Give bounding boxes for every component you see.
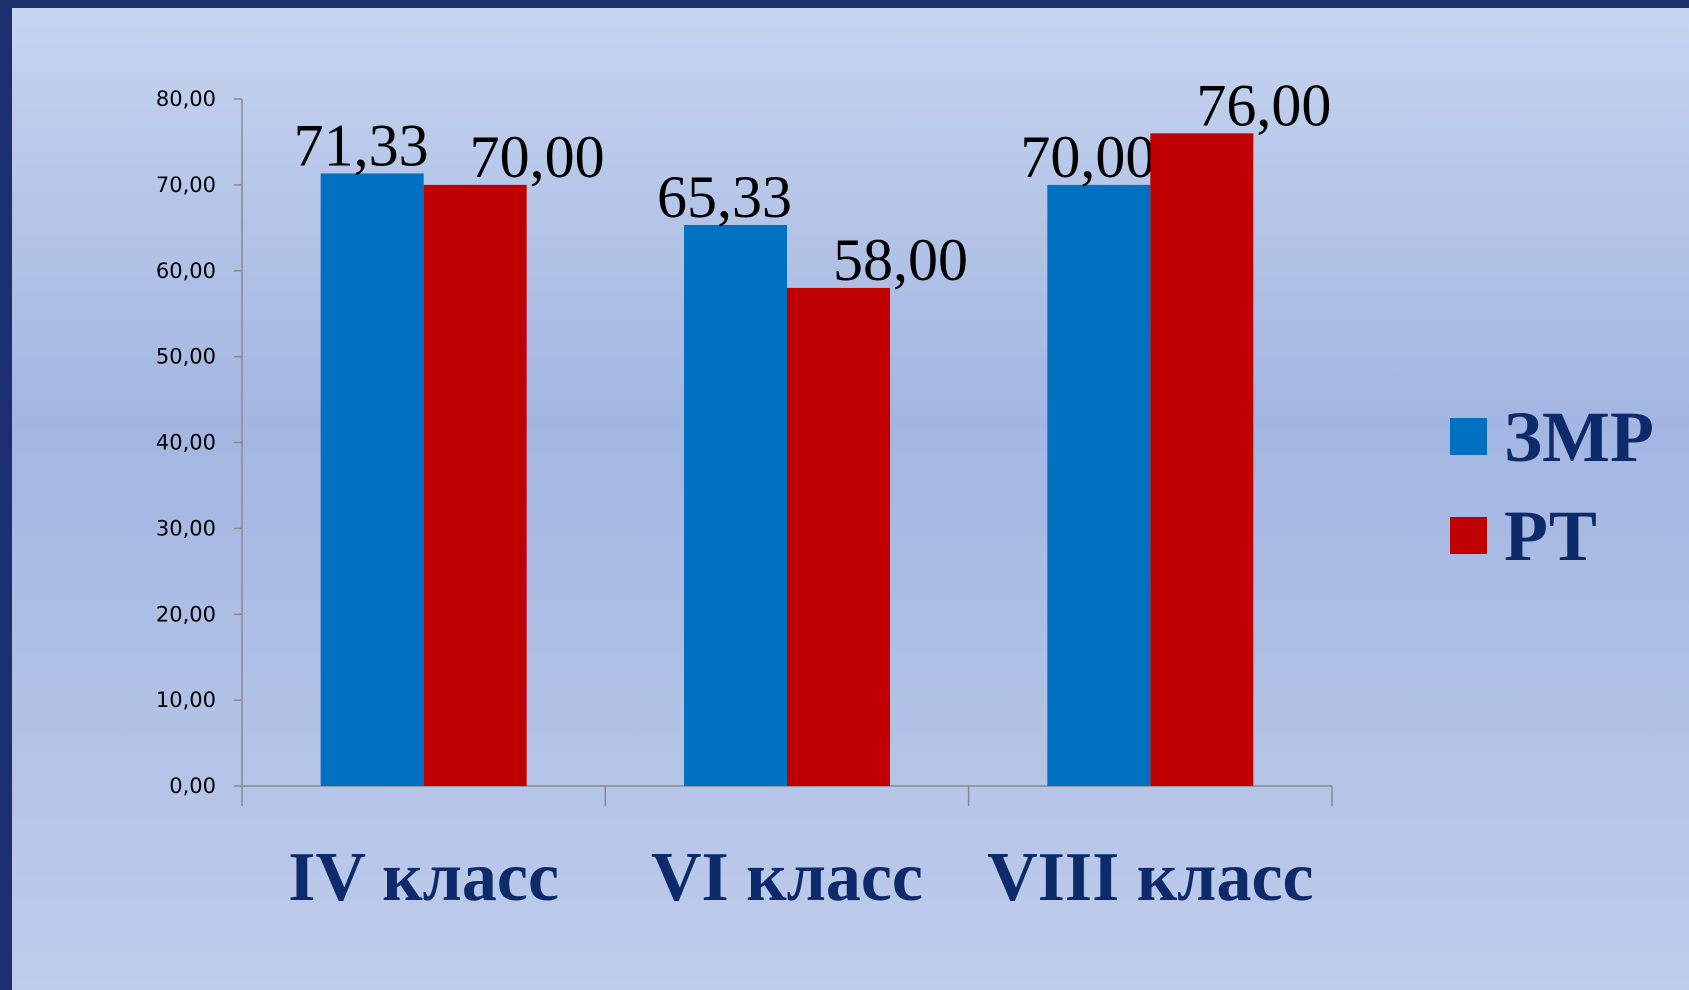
bar <box>684 224 787 786</box>
bar <box>320 173 424 787</box>
y-tick-label: 80,00 <box>156 87 216 111</box>
value-label: 58,00 <box>833 227 968 293</box>
x-tick-label: IV класс <box>288 839 559 916</box>
legend-swatch <box>1450 418 1487 455</box>
bar <box>787 287 890 786</box>
legend-label: РТ <box>1504 496 1597 576</box>
value-label: 70,00 <box>1020 124 1155 190</box>
value-label: 76,00 <box>1196 72 1331 138</box>
y-tick-label: 20,00 <box>156 602 216 626</box>
bar <box>423 184 527 786</box>
legend-swatch <box>1450 517 1487 554</box>
x-tick-label: VI класс <box>651 839 923 916</box>
y-tick-label: 30,00 <box>156 516 216 540</box>
value-label: 65,33 <box>657 164 792 230</box>
value-label: 71,33 <box>294 112 429 178</box>
y-tick-label: 50,00 <box>156 345 216 369</box>
y-tick-label: 10,00 <box>156 688 216 712</box>
bar <box>1150 133 1254 787</box>
y-tick-label: 70,00 <box>156 173 216 197</box>
y-tick-label: 60,00 <box>156 259 216 283</box>
y-tick-label: 40,00 <box>156 431 216 455</box>
y-tick-label: 0,00 <box>169 774 216 798</box>
legend-label: ЗМР <box>1504 397 1654 477</box>
x-tick-label: VIII класс <box>987 839 1314 916</box>
bar <box>1047 184 1151 786</box>
value-label: 70,00 <box>470 124 605 190</box>
